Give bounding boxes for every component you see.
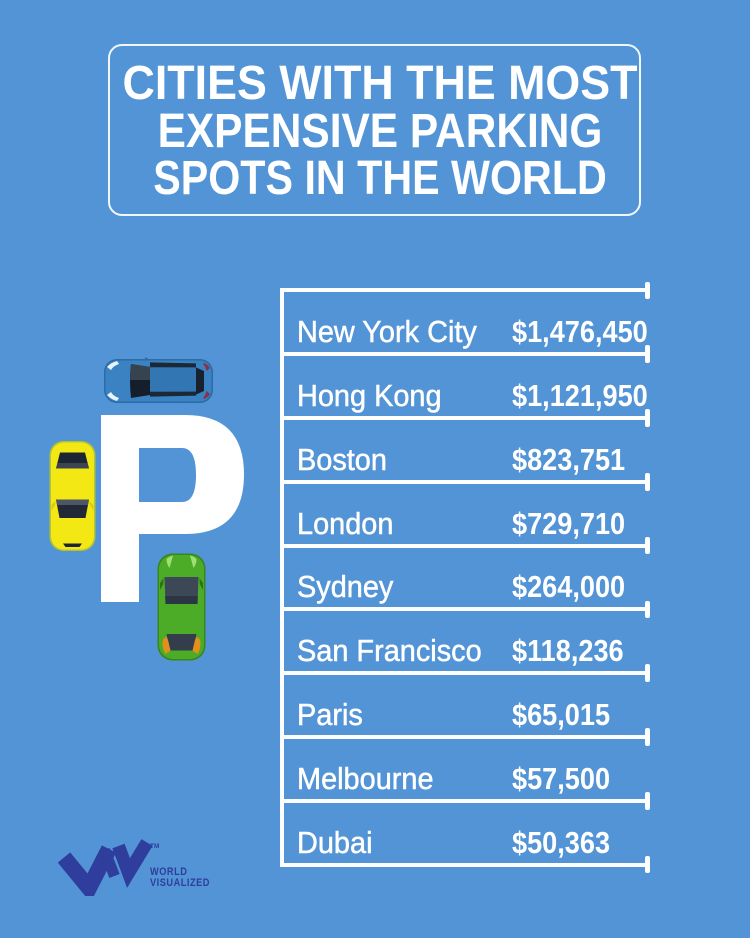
svg-text:TM: TM: [150, 843, 159, 850]
